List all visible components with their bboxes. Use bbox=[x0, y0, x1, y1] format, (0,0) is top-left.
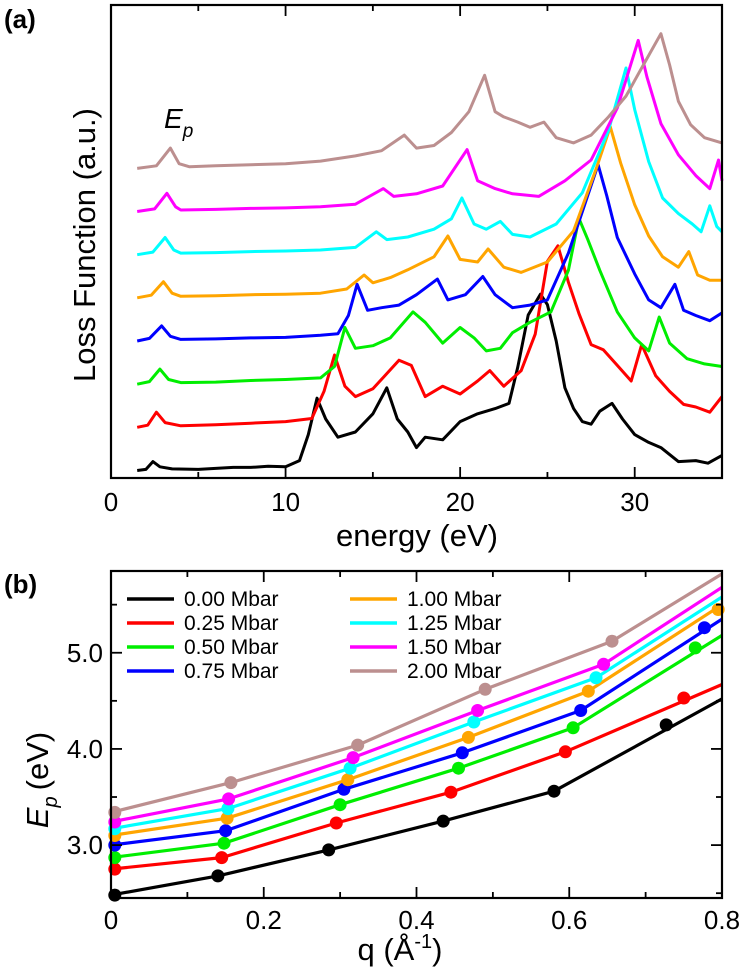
legend-label: 0.25 Mbar bbox=[184, 612, 279, 635]
dispersion-point bbox=[346, 751, 360, 765]
dispersion-point bbox=[461, 730, 475, 744]
dispersion-point bbox=[597, 657, 611, 671]
dispersion-line-0 bbox=[110, 697, 723, 897]
panel-b: (b) 0 0.2 0.4 0.6 0.8 3.0 4.0 5.0 0.00 Mbar0.25… bbox=[4, 569, 740, 967]
panel-b-y-axis-title: Ep (eV) bbox=[20, 732, 62, 828]
dispersion-point bbox=[697, 621, 711, 635]
dispersion-point bbox=[211, 869, 225, 883]
dispersion-point bbox=[444, 785, 458, 799]
legend-label: 0.00 Mbar bbox=[184, 588, 279, 611]
dispersion-point bbox=[436, 814, 450, 828]
panel-a-y-axis-title: Loss Function (a.u.) bbox=[67, 108, 102, 382]
dispersion-line-4 bbox=[110, 603, 723, 838]
dispersion-point bbox=[215, 851, 229, 865]
panel-b-lines bbox=[110, 572, 723, 897]
dispersion-point bbox=[558, 745, 572, 759]
loss-curve-7 bbox=[136, 32, 723, 170]
dispersion-point bbox=[688, 641, 702, 655]
panel-a-x-tick-label: 10 bbox=[271, 487, 300, 517]
dispersion-point bbox=[329, 816, 343, 830]
dispersion-point bbox=[478, 682, 492, 696]
legend-label: 2.00 Mbar bbox=[407, 660, 502, 683]
panel-a-frame bbox=[109, 3, 724, 480]
dispersion-point bbox=[566, 721, 580, 735]
panel-b-y-tick-label: 5.0 bbox=[67, 638, 103, 668]
dispersion-point bbox=[322, 843, 336, 857]
loss-curve-3 bbox=[136, 163, 723, 343]
panel-a-x-axis-title: energy (eV) bbox=[336, 518, 498, 553]
dispersion-line-7 bbox=[110, 572, 723, 814]
panel-b-x-title-main: q (Å bbox=[358, 932, 415, 967]
panel-b-y-tick-label: 4.0 bbox=[67, 734, 103, 764]
dispersion-point bbox=[221, 802, 235, 816]
legend-label: 1.50 Mbar bbox=[407, 636, 502, 659]
panel-b-x-title-close: ) bbox=[432, 932, 442, 967]
panel-b-x-tick-label: 0 bbox=[104, 905, 118, 935]
panel-b-y-title-unit: (eV) bbox=[20, 732, 55, 791]
legend-label: 1.00 Mbar bbox=[407, 588, 502, 611]
dispersion-point bbox=[581, 684, 595, 698]
dispersion-point bbox=[217, 836, 231, 850]
dispersion-point bbox=[455, 746, 469, 760]
loss-curve-6 bbox=[136, 38, 724, 213]
dispersion-point bbox=[605, 634, 619, 648]
dispersion-point bbox=[452, 761, 465, 775]
panel-a-x-ticks: 0 10 20 30 bbox=[104, 5, 649, 517]
dispersion-line-2 bbox=[110, 634, 723, 860]
panel-a-label: (a) bbox=[4, 4, 36, 34]
legend-label: 0.75 Mbar bbox=[184, 660, 279, 683]
legend-label: 1.25 Mbar bbox=[407, 612, 502, 635]
dispersion-point bbox=[574, 704, 588, 717]
dispersion-point bbox=[659, 718, 673, 732]
panel-b-x-title-sup: -1 bbox=[414, 931, 432, 953]
panel-a-x-tick-label: 0 bbox=[104, 487, 118, 517]
loss-curve-1 bbox=[136, 244, 724, 429]
legend-label: 0.50 Mbar bbox=[184, 636, 279, 659]
dispersion-point bbox=[589, 671, 603, 685]
dispersion-line-5 bbox=[110, 595, 723, 831]
dispersion-point bbox=[219, 824, 233, 838]
panel-a-x-tick-label: 20 bbox=[446, 487, 475, 517]
panel-b-y-title-sub: p bbox=[40, 796, 62, 808]
ep-annotation-main: E bbox=[164, 103, 183, 134]
dispersion-point bbox=[341, 773, 355, 787]
dispersion-point bbox=[677, 691, 691, 705]
dispersion-point bbox=[222, 792, 236, 806]
panel-b-y-title-main: E bbox=[20, 807, 55, 828]
dispersion-point bbox=[471, 704, 485, 717]
dispersion-line-1 bbox=[110, 683, 723, 871]
panel-a-x-tick-label: 30 bbox=[620, 487, 649, 517]
dispersion-point bbox=[467, 715, 481, 729]
panel-b-label: (b) bbox=[4, 569, 37, 599]
dispersion-point bbox=[343, 761, 357, 775]
panel-b-y-tick-label: 3.0 bbox=[67, 830, 103, 860]
ep-annotation-sub: p bbox=[182, 121, 194, 142]
panel-b-x-tick-label: 0.2 bbox=[246, 905, 282, 935]
dispersion-point bbox=[333, 798, 347, 812]
panel-b-x-tick-label: 0.4 bbox=[398, 905, 434, 935]
dispersion-line-3 bbox=[110, 617, 723, 847]
loss-curve-5 bbox=[136, 66, 724, 257]
ep-annotation: Ep bbox=[164, 103, 193, 142]
panel-b-x-tick-label: 0.6 bbox=[551, 905, 587, 935]
panel-b-x-tick-label: 0.8 bbox=[704, 905, 740, 935]
loss-curve-0 bbox=[137, 292, 723, 472]
loss-curve-2 bbox=[136, 216, 723, 386]
dispersion-point bbox=[547, 784, 561, 798]
panel-a-curves bbox=[136, 32, 724, 472]
dispersion-point bbox=[224, 776, 238, 790]
panel-b-ticks: 0 0.2 0.4 0.6 0.8 3.0 4.0 5.0 bbox=[67, 571, 740, 935]
dispersion-point bbox=[351, 738, 365, 752]
loss-curve-4 bbox=[136, 125, 722, 300]
dispersion-line-6 bbox=[110, 585, 723, 824]
panel-a: (a) 0 10 20 30 energy (eV) Loss Function (a… bbox=[4, 3, 724, 553]
panel-b-x-axis-title: q (Å-1) bbox=[358, 931, 443, 967]
dispersion-point bbox=[220, 811, 234, 825]
